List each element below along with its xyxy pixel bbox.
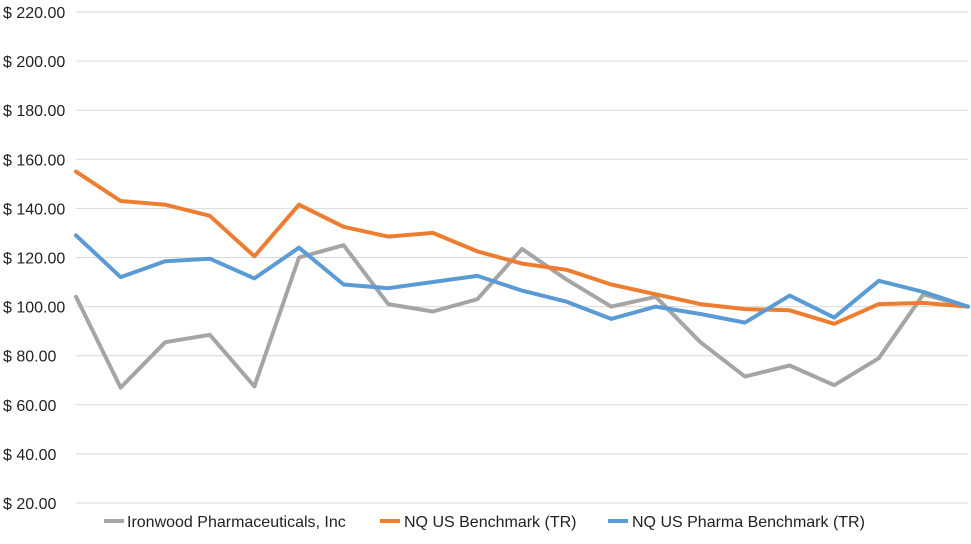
y-tick-label: $ 100.00 [3, 300, 65, 317]
y-tick-label: $ 80.00 [3, 349, 56, 366]
series-line-3 [74, 233, 970, 325]
series-line-1 [74, 243, 970, 390]
gridlines [76, 11, 968, 504]
y-tick-label: $ 180.00 [3, 103, 65, 120]
legend-label-1: Ironwood Pharmaceuticals, Inc [127, 514, 346, 531]
legend-label-3: NQ US Pharma Benchmark (TR) [632, 514, 865, 531]
y-tick-label: $ 60.00 [3, 398, 56, 415]
y-axis: $ 20.00 $ 40.00 $ 60.00 $ 80.00 $ 100.00 $ 12… [3, 5, 65, 513]
y-tick-label: $ 120.00 [3, 251, 65, 268]
plot-area [74, 169, 970, 390]
y-tick-label: $ 20.00 [3, 496, 56, 513]
y-tick-label: $ 200.00 [3, 54, 65, 71]
legend-label-2: NQ US Benchmark (TR) [404, 514, 576, 531]
y-tick-label: $ 160.00 [3, 152, 65, 169]
series-line-2 [74, 169, 970, 326]
y-tick-label: $ 220.00 [3, 5, 65, 22]
y-tick-label: $ 140.00 [3, 201, 65, 218]
legend: Ironwood Pharmaceuticals, Inc NQ US Bench… [104, 514, 865, 531]
y-tick-label: $ 40.00 [3, 447, 56, 464]
